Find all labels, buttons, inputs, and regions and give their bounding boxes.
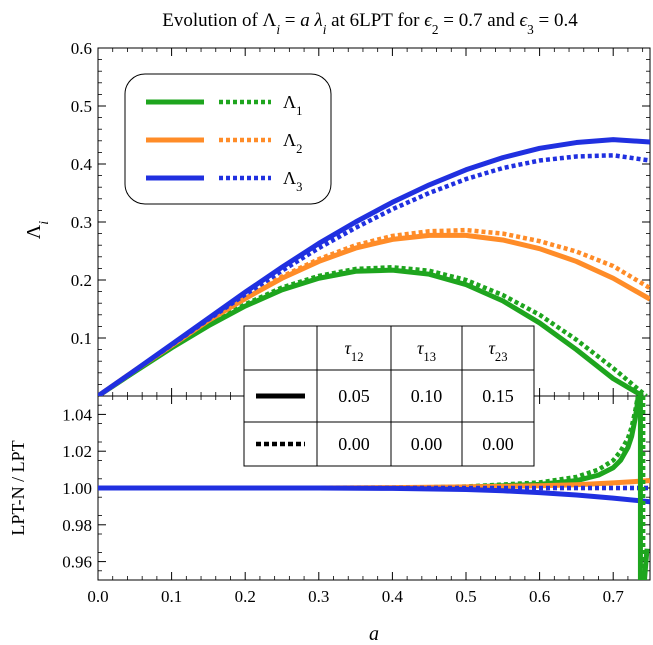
top-y-tick-label: 0.3 xyxy=(71,213,92,232)
table-header: τ12 xyxy=(344,338,363,364)
table-header: τ23 xyxy=(488,338,507,364)
table-cell: 0.00 xyxy=(482,434,514,454)
legend-label: Λ2 xyxy=(283,130,302,156)
top-y-tick-label: 0.5 xyxy=(71,97,92,116)
top-y-ticks: 0.1 0.2 0.3 0.4 0.5 0.6 xyxy=(71,39,650,385)
bottom-y-tick-label: 0.98 xyxy=(62,516,92,535)
legend-label: Λ3 xyxy=(283,168,302,194)
x-tick-label: 0.5 xyxy=(455,587,476,606)
bottom-y-tick-label: 1.00 xyxy=(62,479,92,498)
bottom-y-ticks: 0.96 0.98 1.00 1.02 1.04 xyxy=(62,404,650,572)
bottom-y-tick-label: 0.96 xyxy=(62,553,92,572)
top-series-group xyxy=(98,137,650,396)
x-tick-label: 0.2 xyxy=(235,587,256,606)
bottom-y-tick-label: 1.04 xyxy=(62,405,92,424)
table-cell: 0.10 xyxy=(411,386,443,406)
top-y-axis-label: Λi xyxy=(23,221,52,240)
x-tick-label: 0.4 xyxy=(382,587,404,606)
bottom-series-group xyxy=(98,396,650,580)
tau-table: τ12 τ13 τ23 0.05 0.10 0.15 0.00 0.00 0.00 xyxy=(243,325,535,467)
legend-label: Λ1 xyxy=(283,92,302,118)
top-y-tick-label: 0.1 xyxy=(71,329,92,348)
bottom-y-axis-label: LPT-N / LPT xyxy=(8,440,28,535)
table-cell: 0.05 xyxy=(338,386,370,406)
table-header: τ13 xyxy=(417,338,436,364)
top-y-tick-label: 0.6 xyxy=(71,39,92,58)
table-cell: 0.00 xyxy=(411,434,443,454)
top-series-dotted-3 xyxy=(98,227,650,396)
top-series-solid-0 xyxy=(98,267,644,396)
table-cell: 0.15 xyxy=(482,386,514,406)
x-tick-label: 0.3 xyxy=(308,587,329,606)
chart-title: Evolution of Λi = a λi at 6LPT for ϵ2 = … xyxy=(162,10,578,37)
top-series-dotted-1 xyxy=(98,264,648,396)
table-cell: 0.00 xyxy=(338,434,370,454)
bottom-series-dotted-2 xyxy=(98,396,641,491)
x-tick-label: 0.6 xyxy=(529,587,550,606)
top-y-tick-label: 0.2 xyxy=(71,271,92,290)
x-tick-label: 0.0 xyxy=(87,587,108,606)
bottom-series-solid-1 xyxy=(641,548,650,580)
top-y-tick-label: 0.4 xyxy=(71,155,93,174)
x-axis-label: a xyxy=(369,623,379,645)
legend: Λ1 Λ2 Λ3 xyxy=(124,73,332,205)
bottom-y-tick-label: 1.02 xyxy=(62,442,92,461)
x-tick-label: 0.7 xyxy=(603,587,625,606)
x-tick-label: 0.1 xyxy=(161,587,182,606)
